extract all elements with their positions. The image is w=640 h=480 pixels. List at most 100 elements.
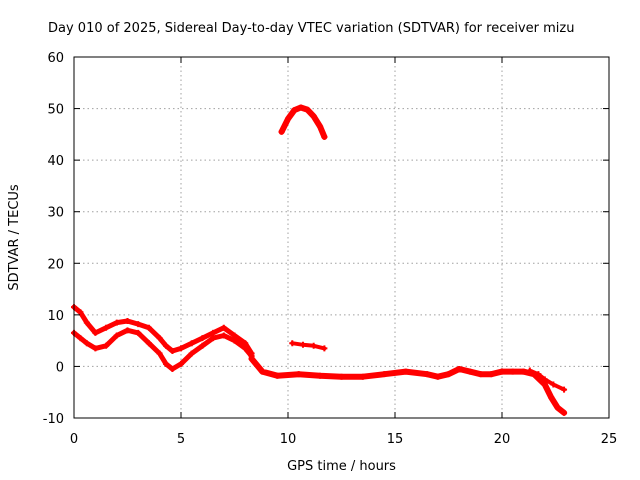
data-point: [145, 324, 152, 331]
data-point: [278, 128, 285, 135]
data-point: [535, 371, 542, 378]
series-band-after-nine-upper: [526, 367, 568, 393]
x-tick-label: 5: [177, 432, 185, 447]
series-band-upper-early: [71, 304, 255, 357]
data-point: [220, 324, 227, 331]
x-tick-label: 20: [494, 432, 511, 447]
data-point: [210, 329, 217, 336]
data-point: [299, 341, 306, 348]
data-point: [145, 340, 152, 347]
data-point: [289, 340, 296, 347]
y-tick-label: 50: [47, 103, 64, 118]
x-axis-label: GPS time / hours: [287, 459, 396, 474]
data-point: [499, 368, 505, 375]
data-point: [445, 371, 452, 378]
data-point: [124, 318, 131, 325]
x-tick-label: 25: [601, 432, 618, 447]
data-point: [163, 342, 170, 349]
data-point: [231, 337, 238, 344]
data-point: [77, 309, 84, 316]
y-tick-label: 10: [47, 309, 64, 324]
data-point: [199, 335, 206, 342]
data-point: [554, 404, 561, 411]
axis-ticks: 0 5 10 15 20 25 -10 0 10 20 30 40 50 60: [43, 51, 618, 447]
x-tick-label: 10: [280, 432, 297, 447]
data-point: [113, 319, 120, 326]
data-point: [242, 345, 249, 352]
data-point: [92, 329, 99, 336]
data-point: [156, 350, 163, 357]
data-point: [188, 350, 195, 357]
y-tick-label: 0: [56, 360, 64, 375]
data-point: [92, 345, 99, 352]
data-point: [124, 327, 131, 334]
data-point: [321, 345, 328, 352]
data-point: [178, 360, 184, 367]
data-point: [317, 123, 324, 130]
data-point: [509, 368, 516, 375]
data-point: [259, 368, 266, 375]
x-tick-label: 15: [387, 432, 404, 447]
data-point: [77, 335, 84, 342]
series-band-after-nine: [248, 355, 568, 416]
data-point: [231, 332, 238, 339]
y-tick-label: 20: [47, 257, 64, 272]
data-point: [488, 371, 495, 378]
data-point: [456, 366, 463, 373]
data-point: [424, 371, 431, 378]
data-point: [381, 371, 388, 378]
chart-title: Day 010 of 2025, Sidereal Day-to-day VTE…: [48, 21, 574, 36]
y-tick-label: 40: [47, 154, 64, 169]
data-point: [297, 104, 304, 111]
data-point: [321, 133, 328, 140]
y-tick-label: -10: [43, 412, 64, 427]
data-point: [310, 342, 317, 349]
series-arc-near-ten: [278, 104, 328, 140]
data-point: [561, 409, 568, 416]
data-point: [113, 332, 120, 339]
y-tick-label: 60: [47, 51, 64, 66]
data-point: [285, 115, 291, 122]
data-point: [541, 381, 548, 388]
x-tick-label: 0: [70, 432, 78, 447]
data-point: [295, 371, 302, 378]
plot-frame: [73, 56, 610, 419]
series-segment-near-ten: [289, 340, 328, 352]
data-point: [434, 373, 441, 380]
data-point: [466, 368, 473, 375]
data-point: [135, 329, 142, 336]
data-point: [310, 113, 317, 120]
data-point: [561, 386, 568, 393]
series-trace: [278, 104, 328, 140]
series-trace: [290, 341, 327, 351]
data-point: [520, 368, 527, 375]
data-point: [220, 332, 227, 339]
y-tick-label: 30: [47, 206, 64, 221]
data-point: [178, 345, 184, 352]
data-point: [541, 376, 548, 383]
data-series: [71, 104, 568, 416]
data-point: [317, 372, 324, 379]
data-point: [83, 319, 90, 326]
data-point: [135, 321, 142, 328]
data-point: [103, 342, 110, 349]
data-point: [210, 335, 217, 342]
data-point: [103, 324, 110, 331]
data-point: [550, 381, 557, 388]
data-point: [548, 394, 555, 401]
data-point: [248, 355, 255, 362]
data-point: [526, 367, 533, 374]
grid: [74, 57, 609, 418]
data-point: [274, 372, 281, 379]
data-point: [83, 340, 90, 347]
data-point: [169, 366, 176, 373]
data-point: [477, 371, 484, 378]
data-point: [304, 106, 311, 113]
data-point: [156, 335, 163, 342]
data-point: [402, 368, 409, 375]
y-axis-label: SDTVAR / TECUs: [7, 184, 22, 291]
data-point: [291, 107, 298, 114]
data-point: [359, 373, 366, 380]
data-point: [188, 340, 195, 347]
